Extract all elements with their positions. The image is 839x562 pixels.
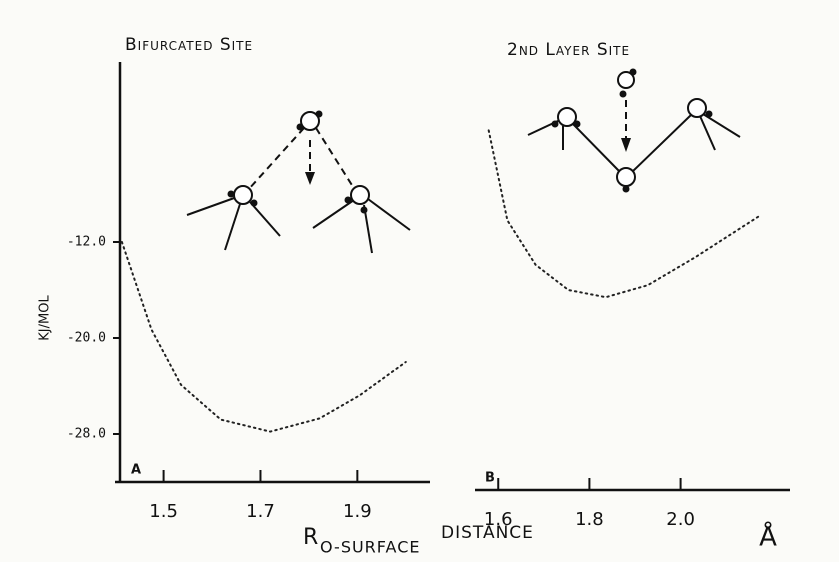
panel-label: B [485, 471, 495, 486]
figure: A Bifurcated Site 1.5 1.7 1.9 -12.0 -20.0 -28.0… [0, 0, 839, 562]
x-axis-label: R [303, 525, 318, 550]
x-tick-label: 1.9 [343, 501, 372, 522]
y-tick-label: -12.0 [67, 235, 106, 250]
panel-label: A [131, 463, 141, 478]
background [0, 0, 839, 562]
y-tick-label: -20.0 [67, 331, 106, 346]
x-axis-label-tail: DISTANCE [441, 523, 534, 543]
y-axis-label: KJ/MOL [38, 295, 53, 341]
x-tick-label: 1.8 [575, 509, 604, 530]
y-tick-label: -28.0 [67, 427, 106, 442]
x-axis-label-subscript: O-SURFACE [320, 538, 420, 557]
x-tick-label: 1.5 [149, 501, 178, 522]
panel-title: Bifurcated Site [125, 35, 253, 55]
x-unit: Å [759, 521, 777, 553]
x-tick-label: 1.7 [246, 501, 275, 522]
x-tick-label: 2.0 [666, 509, 695, 530]
panel-title: 2nd Layer Site [507, 40, 630, 60]
